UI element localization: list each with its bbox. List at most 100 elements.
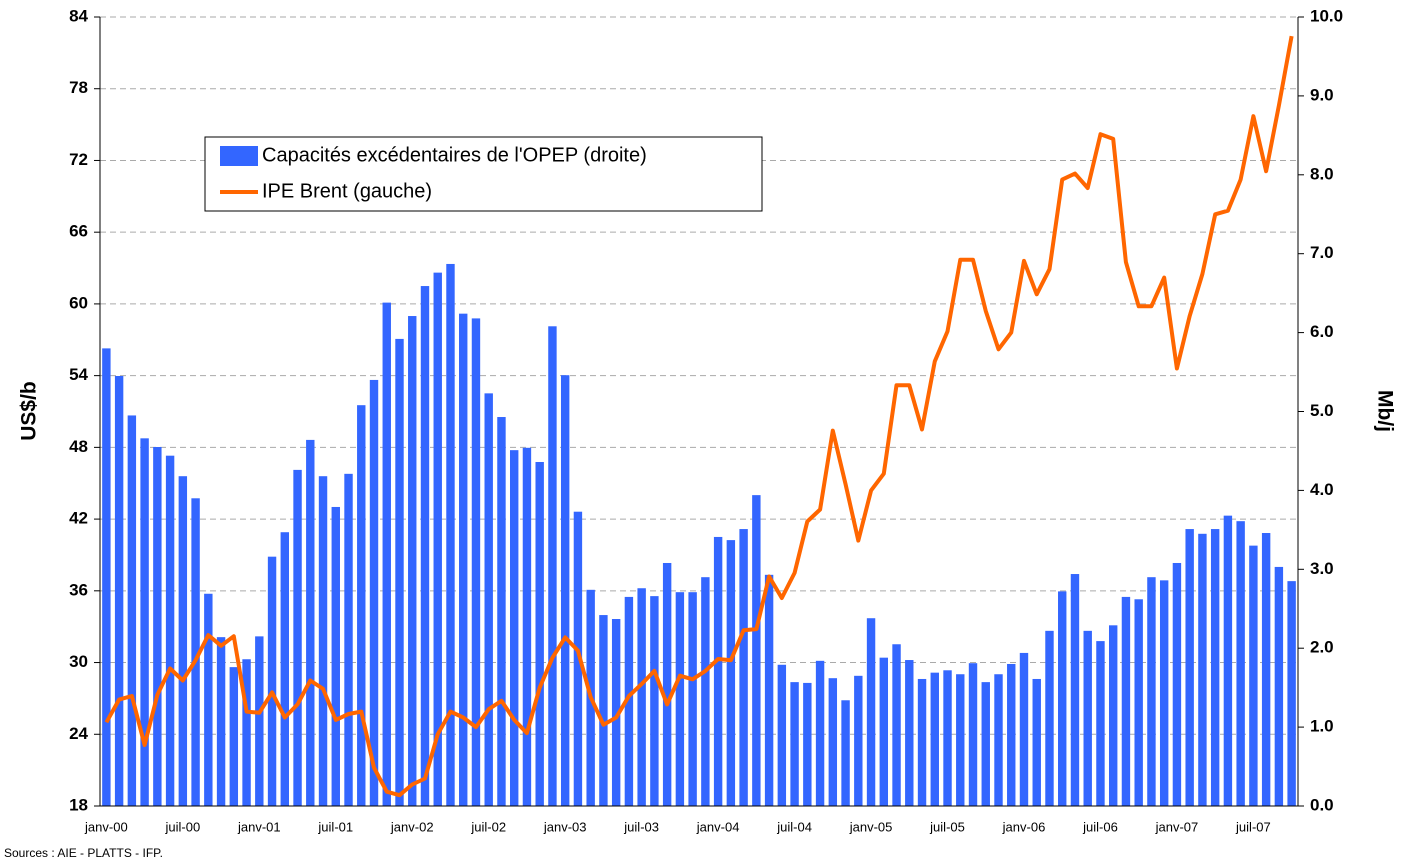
bar <box>1185 529 1194 806</box>
bar <box>1223 515 1233 806</box>
bar <box>471 318 481 806</box>
bar <box>764 574 774 806</box>
bar <box>1070 574 1080 806</box>
legend-swatch <box>220 146 258 166</box>
bar <box>1287 581 1296 806</box>
y2-tick-label: 0.0 <box>1310 795 1334 814</box>
bar <box>344 473 353 806</box>
bar <box>739 529 748 806</box>
bar <box>1096 641 1105 806</box>
x-tick-label: juil-04 <box>776 819 812 834</box>
bar <box>803 682 812 806</box>
bar <box>790 682 799 806</box>
bar <box>509 450 519 806</box>
bar <box>981 682 990 806</box>
bar <box>650 596 659 806</box>
bar <box>331 506 340 806</box>
bar <box>433 272 442 806</box>
bar <box>420 286 430 806</box>
x-tick-label: janv-06 <box>1002 819 1046 834</box>
y2-axis-title: Mb/j <box>1373 390 1396 432</box>
bar <box>267 556 277 806</box>
bar <box>1019 652 1029 806</box>
bar <box>752 495 761 806</box>
bar <box>917 678 927 806</box>
bar <box>879 657 889 806</box>
y2-tick-label: 4.0 <box>1310 480 1334 499</box>
x-tick-label: janv-03 <box>543 819 587 834</box>
bar <box>573 511 583 806</box>
x-tick-label: juil-03 <box>623 819 659 834</box>
bar <box>1198 533 1207 806</box>
bar <box>1236 521 1245 806</box>
bar <box>624 596 634 806</box>
bar <box>1249 545 1258 806</box>
bar <box>446 263 455 806</box>
bar <box>599 615 608 806</box>
y-tick-label: 54 <box>69 365 88 384</box>
bar <box>1172 562 1182 806</box>
x-tick-label: juil-06 <box>1082 819 1118 834</box>
y2-tick-label: 2.0 <box>1310 638 1334 657</box>
y2-tick-label: 7.0 <box>1310 243 1334 262</box>
y-tick-label: 72 <box>69 150 88 169</box>
bar <box>127 415 137 806</box>
bar <box>828 678 838 806</box>
bar <box>956 674 965 806</box>
x-tick-label: juil-07 <box>1235 819 1271 834</box>
x-tick-label: janv-07 <box>1155 819 1199 834</box>
bar <box>1261 533 1271 806</box>
bar <box>165 455 175 806</box>
bar <box>369 379 379 806</box>
bar <box>1134 599 1143 806</box>
y-tick-label: 48 <box>69 437 88 456</box>
bar <box>675 592 685 806</box>
y-tick-label: 18 <box>69 795 88 814</box>
bar <box>1159 580 1169 806</box>
y2-tick-label: 5.0 <box>1310 401 1334 420</box>
bar <box>815 660 825 806</box>
bar <box>1083 630 1092 806</box>
bar <box>1274 566 1284 806</box>
bar <box>892 644 901 806</box>
bar <box>484 393 493 806</box>
bar <box>1108 625 1118 806</box>
bar <box>968 663 978 806</box>
y-tick-label: 60 <box>69 293 88 312</box>
bar <box>713 536 723 806</box>
bar <box>204 593 213 806</box>
bar <box>1058 591 1067 806</box>
x-tick-label: janv-02 <box>390 819 434 834</box>
x-tick-label: juil-00 <box>164 819 200 834</box>
y-tick-label: 84 <box>69 6 88 25</box>
y2-tick-label: 8.0 <box>1310 164 1334 183</box>
bar <box>318 476 328 806</box>
bar <box>701 577 710 806</box>
bar <box>841 700 850 806</box>
y-axis-title: US$/b <box>18 381 41 441</box>
bar <box>255 636 264 806</box>
bar <box>1210 529 1220 806</box>
bar <box>306 439 315 806</box>
y-tick-label: 78 <box>69 78 88 97</box>
y2-tick-label: 6.0 <box>1310 322 1334 341</box>
bar <box>726 540 736 806</box>
bar <box>688 592 697 806</box>
bar <box>930 672 939 806</box>
bar <box>905 660 914 806</box>
bar <box>114 375 124 806</box>
bar <box>637 588 646 806</box>
bar <box>1147 577 1156 806</box>
bar <box>229 667 239 806</box>
bar <box>357 405 366 806</box>
bar <box>153 447 162 806</box>
x-tick-label: janv-05 <box>849 819 893 834</box>
y2-tick-label: 3.0 <box>1310 559 1334 578</box>
bar <box>1121 596 1131 806</box>
bar <box>497 417 506 806</box>
bar <box>242 659 251 806</box>
bar <box>216 637 226 806</box>
bar <box>293 469 302 806</box>
bar <box>866 618 876 806</box>
